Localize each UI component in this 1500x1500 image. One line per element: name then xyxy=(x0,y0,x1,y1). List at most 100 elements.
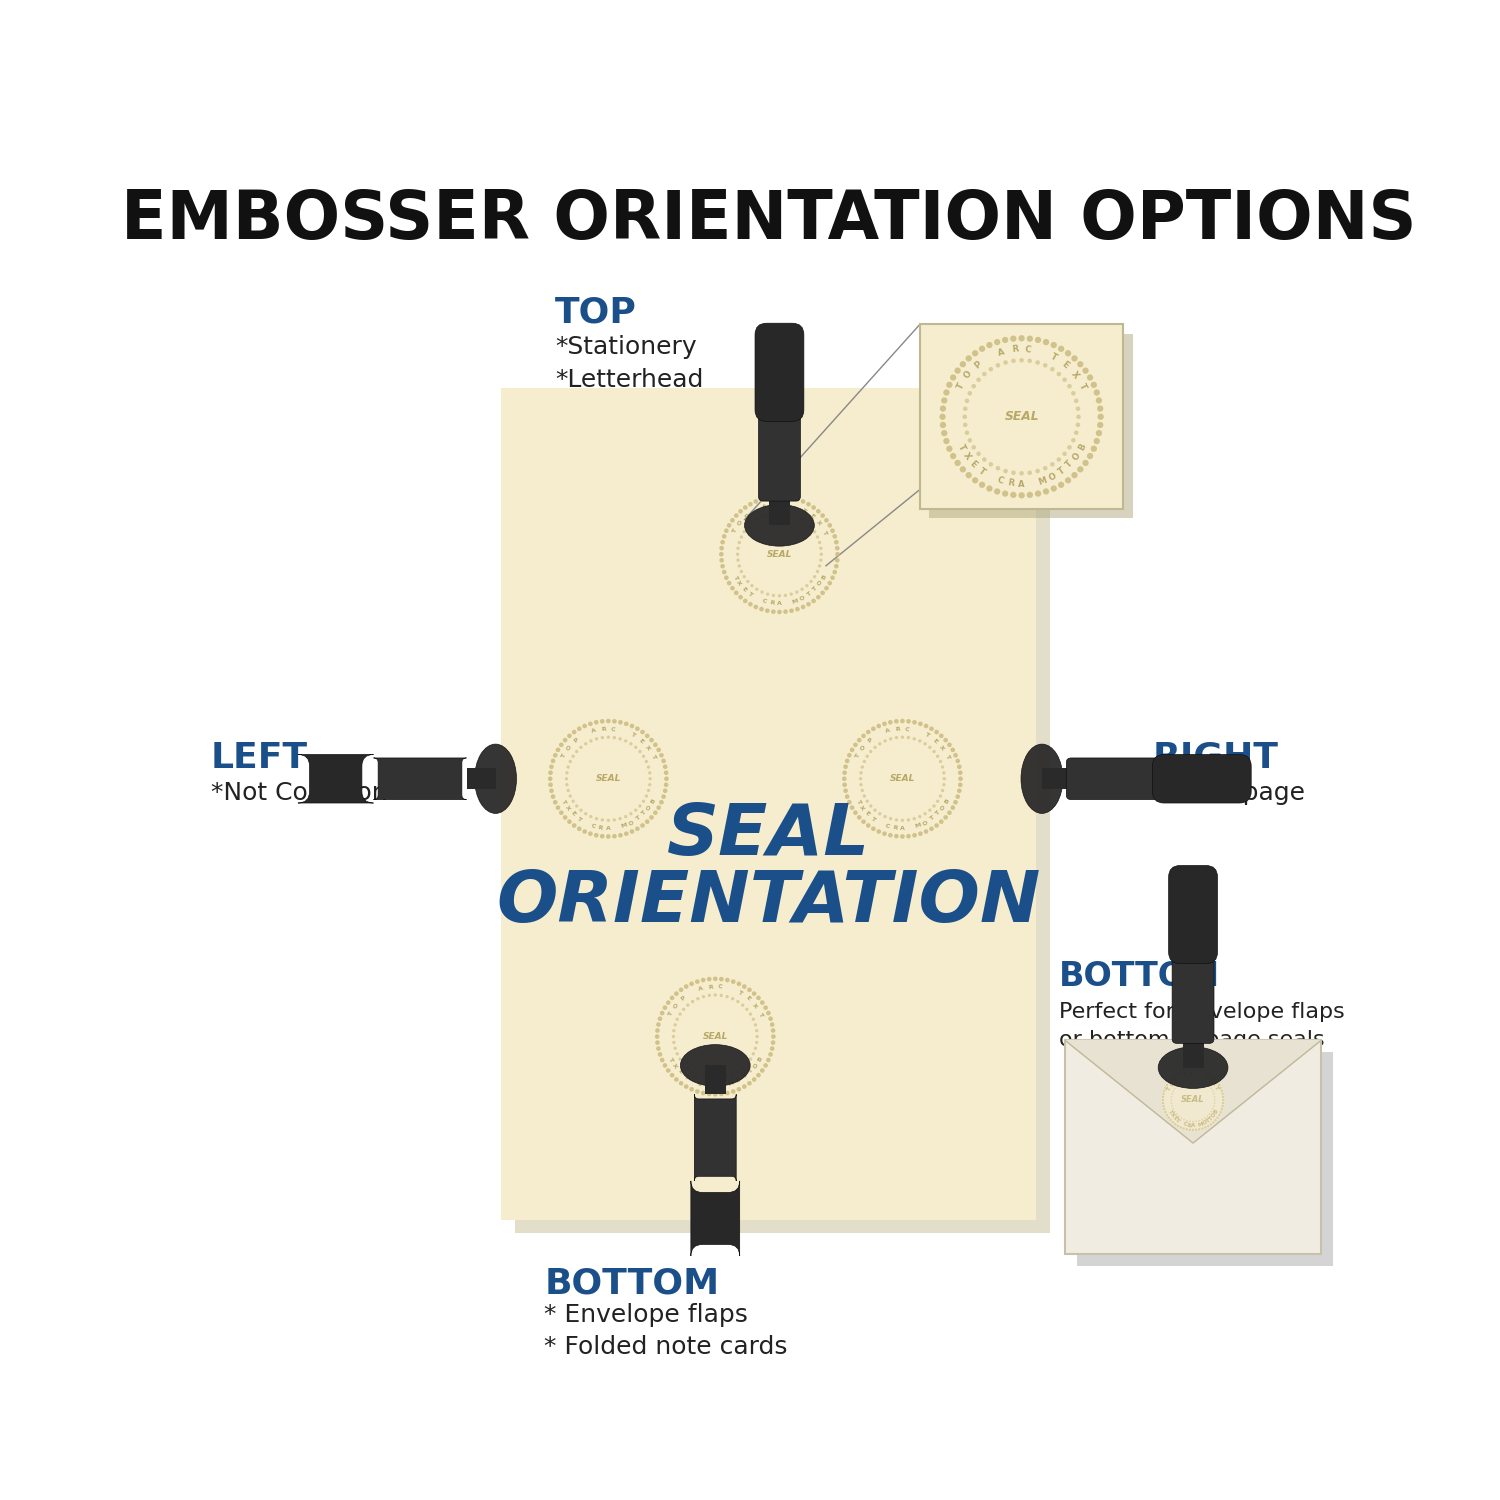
Text: M: M xyxy=(728,1080,735,1088)
Circle shape xyxy=(862,795,865,798)
Circle shape xyxy=(936,754,939,758)
Circle shape xyxy=(756,996,760,1000)
Circle shape xyxy=(722,534,726,538)
Circle shape xyxy=(549,765,554,770)
Circle shape xyxy=(754,1047,758,1050)
Text: *Stationery: *Stationery xyxy=(555,336,696,360)
Circle shape xyxy=(752,992,756,996)
Circle shape xyxy=(742,506,747,510)
Circle shape xyxy=(1058,345,1065,352)
Circle shape xyxy=(634,746,638,748)
Circle shape xyxy=(1042,363,1047,368)
Circle shape xyxy=(865,824,870,828)
Circle shape xyxy=(748,503,753,507)
Circle shape xyxy=(1222,1102,1224,1104)
Circle shape xyxy=(865,754,868,758)
Circle shape xyxy=(1185,1070,1188,1072)
Circle shape xyxy=(816,596,821,600)
Text: T: T xyxy=(1167,1086,1173,1090)
Text: X: X xyxy=(1168,1112,1176,1119)
Circle shape xyxy=(600,718,604,723)
Circle shape xyxy=(924,812,927,816)
Text: R: R xyxy=(1186,1122,1191,1128)
Circle shape xyxy=(1066,446,1072,450)
Circle shape xyxy=(1164,1086,1167,1089)
Ellipse shape xyxy=(1022,744,1064,813)
Circle shape xyxy=(968,438,972,442)
Circle shape xyxy=(1010,492,1017,498)
Circle shape xyxy=(724,1090,729,1095)
Circle shape xyxy=(801,604,806,609)
Circle shape xyxy=(646,765,650,768)
Circle shape xyxy=(572,729,576,735)
Circle shape xyxy=(988,368,993,372)
Circle shape xyxy=(650,738,654,742)
Circle shape xyxy=(1083,368,1089,374)
Circle shape xyxy=(980,345,986,352)
Circle shape xyxy=(1173,1090,1174,1092)
Circle shape xyxy=(806,584,808,588)
Text: C: C xyxy=(718,984,723,990)
Circle shape xyxy=(642,754,645,758)
Text: T: T xyxy=(944,753,950,759)
Circle shape xyxy=(720,564,724,568)
Circle shape xyxy=(939,334,1104,500)
Circle shape xyxy=(789,495,794,500)
Circle shape xyxy=(884,815,886,818)
Circle shape xyxy=(700,978,705,982)
Circle shape xyxy=(741,1004,744,1007)
Text: *Not Common: *Not Common xyxy=(210,780,387,804)
Text: R: R xyxy=(705,1083,711,1089)
Text: T: T xyxy=(747,591,753,597)
Circle shape xyxy=(764,1064,768,1068)
Circle shape xyxy=(618,736,622,741)
Text: E: E xyxy=(1060,360,1071,370)
Circle shape xyxy=(801,518,804,520)
Circle shape xyxy=(765,495,770,500)
Circle shape xyxy=(821,591,825,596)
Text: SEAL: SEAL xyxy=(1005,411,1040,423)
Circle shape xyxy=(1035,490,1041,496)
Circle shape xyxy=(806,520,808,525)
Circle shape xyxy=(1215,1119,1216,1122)
Circle shape xyxy=(882,722,886,726)
Circle shape xyxy=(828,524,833,528)
Circle shape xyxy=(566,771,568,774)
Circle shape xyxy=(982,458,987,462)
Circle shape xyxy=(754,518,759,520)
Circle shape xyxy=(646,789,650,792)
Circle shape xyxy=(1035,338,1041,344)
Circle shape xyxy=(682,1008,686,1011)
Circle shape xyxy=(783,594,788,597)
Circle shape xyxy=(549,789,554,794)
Circle shape xyxy=(742,530,746,534)
Circle shape xyxy=(726,1076,729,1078)
Circle shape xyxy=(1206,1116,1208,1118)
Circle shape xyxy=(555,806,561,810)
Text: M: M xyxy=(914,822,921,830)
Circle shape xyxy=(566,783,568,786)
Circle shape xyxy=(596,736,598,741)
Circle shape xyxy=(850,747,855,752)
Circle shape xyxy=(1178,1116,1179,1118)
Circle shape xyxy=(843,765,848,770)
Text: R: R xyxy=(600,726,606,732)
Circle shape xyxy=(645,760,648,764)
Circle shape xyxy=(906,834,910,839)
Circle shape xyxy=(612,736,616,740)
Text: O: O xyxy=(859,744,867,752)
Text: or bottom of page seals: or bottom of page seals xyxy=(1059,1030,1324,1050)
Circle shape xyxy=(1173,1108,1174,1110)
Circle shape xyxy=(1202,1119,1203,1120)
Circle shape xyxy=(1215,1078,1216,1082)
Circle shape xyxy=(1010,336,1017,342)
Circle shape xyxy=(1209,1124,1212,1125)
Circle shape xyxy=(1208,1125,1209,1126)
Text: M: M xyxy=(790,598,798,604)
Circle shape xyxy=(1174,1088,1176,1089)
Text: T: T xyxy=(630,732,636,738)
Circle shape xyxy=(690,981,694,986)
Circle shape xyxy=(878,742,882,746)
Circle shape xyxy=(1076,423,1080,427)
Ellipse shape xyxy=(681,1044,750,1086)
